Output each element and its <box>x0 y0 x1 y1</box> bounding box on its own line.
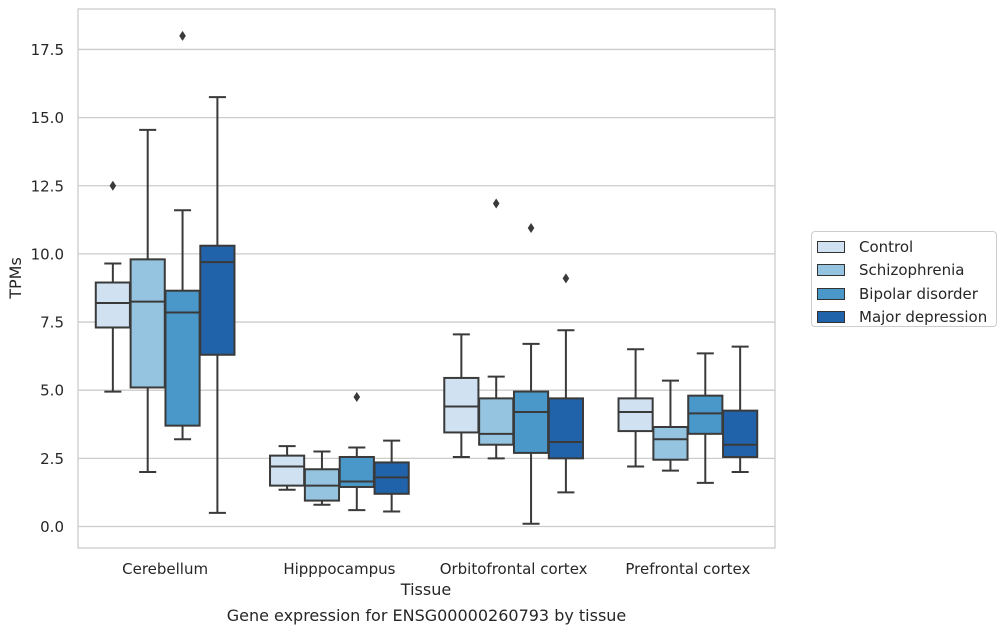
x-tick-labels: Cerebellum Hipppocampus Orbitofrontal cort… <box>122 560 750 578</box>
box-1-3 <box>652 379 689 472</box>
outlier-point <box>527 223 535 234</box>
legend-label: Schizophrenia <box>859 261 965 280</box>
x-axis-label: Tissue <box>400 580 451 599</box>
box-3-0 <box>199 96 236 514</box>
box-iqr <box>199 244 236 356</box>
box-iqr <box>512 390 550 454</box>
box-iqr <box>269 454 306 487</box>
y-tick-label: 7.5 <box>40 314 64 332</box>
legend-swatch <box>817 264 845 277</box>
y-tick-label: 12.5 <box>31 177 64 195</box>
y-tick-label: 2.5 <box>40 450 64 468</box>
y-tick-label: 5.0 <box>40 382 64 400</box>
legend-swatch <box>817 240 845 253</box>
y-tick-labels: 0.0 2.5 5.0 7.5 10.0 12.5 15.0 17.5 <box>31 41 64 536</box>
box-1-2 <box>478 198 515 460</box>
outlier-point <box>109 180 117 191</box>
legend-item: Schizophrenia <box>817 259 996 283</box>
box-iqr <box>164 289 201 427</box>
box-0-0 <box>94 180 131 393</box>
box-2-0 <box>164 30 201 441</box>
box-iqr <box>652 426 689 461</box>
box-2-2 <box>512 223 550 525</box>
outlier-point <box>562 273 570 284</box>
y-tick-label: 15.0 <box>31 109 64 127</box>
box-3-3 <box>722 345 759 473</box>
box-2-1 <box>338 392 375 512</box>
x-tick-label: Prefrontal cortex <box>625 560 750 578</box>
legend-label: Control <box>859 237 914 256</box>
legend-label: Bipolar disorder <box>859 284 978 303</box>
y-tick-label: 0.0 <box>40 518 64 536</box>
box-3-1 <box>373 439 410 513</box>
y-axis-label: TPMs <box>6 257 25 300</box>
legend-label: Major depression <box>859 308 988 327</box>
y-tick-label: 10.0 <box>31 245 64 263</box>
legend-item: Bipolar disorder <box>817 282 996 306</box>
box-0-3 <box>617 348 654 468</box>
box-iqr <box>443 376 480 434</box>
box-iqr <box>617 397 654 433</box>
box-iqr <box>478 397 515 446</box>
box-iqr <box>722 409 759 458</box>
legend-swatch <box>817 287 845 300</box>
outlier-point <box>492 198 500 209</box>
chart-caption: Gene expression for ENSG00000260793 by t… <box>226 606 627 625</box>
legend-item: Control <box>817 235 996 259</box>
y-tick-label: 17.5 <box>31 41 64 59</box>
box-3-2 <box>547 273 584 494</box>
legend: Control Schizophrenia Bipolar disorder Majo… <box>811 231 997 327</box>
box-iqr <box>94 281 131 329</box>
legend-item: Major depression <box>817 306 996 330</box>
x-tick-label: Orbitofrontal cortex <box>440 560 588 578</box>
box-iqr <box>687 394 724 435</box>
box-0-1 <box>269 445 306 491</box>
outlier-point <box>179 30 186 41</box>
x-tick-label: Cerebellum <box>122 560 208 578</box>
box-iqr <box>547 397 584 460</box>
box-1-1 <box>303 450 341 506</box>
outlier-point <box>353 392 361 403</box>
box-groups <box>94 30 759 525</box>
box-iqr <box>129 258 166 389</box>
legend-swatch <box>817 311 845 324</box>
x-tick-label: Hipppocampus <box>283 560 395 578</box>
plot-frame <box>77 8 776 549</box>
